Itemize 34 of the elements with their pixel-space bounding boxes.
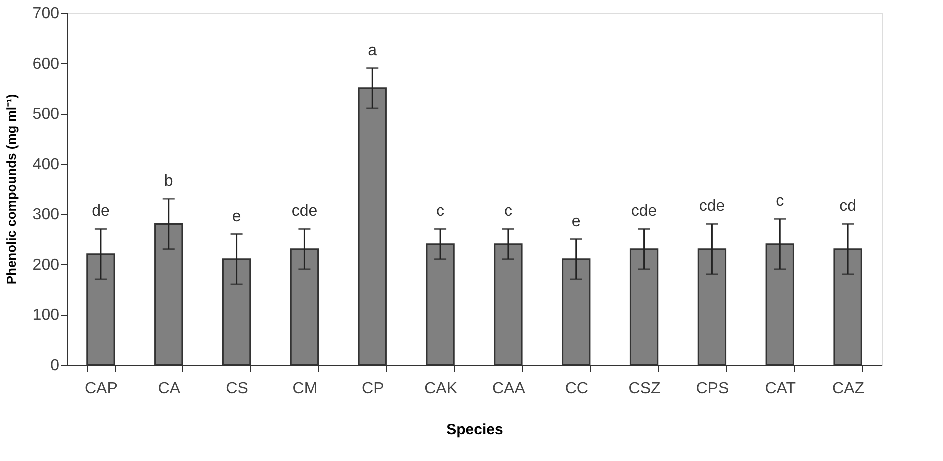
x-tick-label: CSZ — [628, 380, 662, 398]
y-tick-label: 600 — [32, 56, 60, 73]
y-tick-label: 700 — [32, 6, 60, 22]
annotation: cd — [840, 198, 856, 216]
x-tick-label: CC — [565, 380, 588, 398]
y-axis-title: Phenolic compounds (mg ml⁻¹) — [4, 94, 19, 285]
annotation: c — [504, 203, 512, 220]
annotation: de — [92, 203, 110, 220]
y-tick-label: 0 — [50, 358, 60, 374]
annotation: b — [164, 173, 174, 190]
y-tick-label: 100 — [32, 307, 60, 324]
y-tick-label: 500 — [32, 106, 60, 124]
x-tick-label: CAZ — [832, 380, 865, 398]
annotation: e — [232, 208, 242, 226]
annotation: e — [572, 213, 581, 230]
x-tick-label: CS — [226, 380, 248, 398]
x-tick-label: CAP — [85, 380, 118, 398]
x-tick-label: CAT — [765, 380, 796, 398]
x-tick-label: CM — [292, 380, 318, 398]
x-tick-label: CAK — [424, 380, 458, 398]
x-tick-label: CA — [158, 380, 181, 398]
annotation: cde — [699, 198, 726, 216]
x-tick-label: CPS — [696, 380, 730, 398]
x-tick-label: CAA — [492, 380, 526, 398]
annotation: cde — [292, 203, 318, 220]
y-tick-label: 300 — [32, 206, 60, 224]
x-axis-title: Species — [446, 422, 504, 438]
y-tick-label: 200 — [32, 256, 60, 274]
annotation: a — [368, 42, 378, 60]
x-tick-label: CP — [362, 380, 384, 398]
y-tick-label: 400 — [32, 156, 60, 174]
annotation: c — [776, 193, 784, 210]
annotation: cde — [631, 203, 658, 220]
annotation: c — [436, 203, 445, 220]
